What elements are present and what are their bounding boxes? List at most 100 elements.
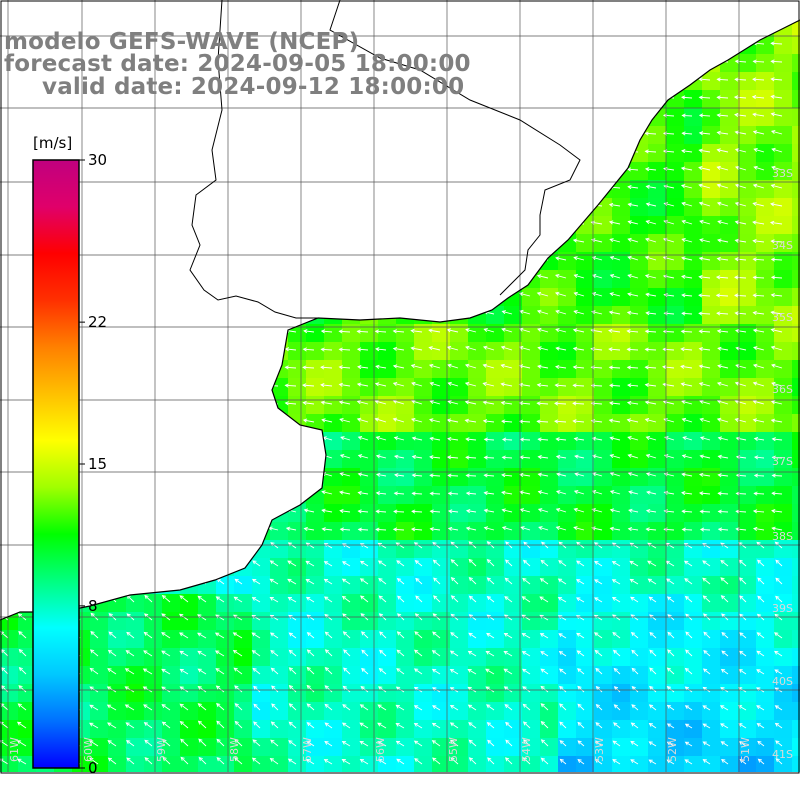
speed-cell	[0, 342, 19, 361]
wind-arrow	[717, 527, 729, 532]
speed-cell	[306, 630, 325, 649]
speed-cell	[450, 0, 469, 19]
speed-cell	[126, 576, 145, 595]
speed-cell	[90, 216, 109, 235]
wind-arrow	[734, 293, 747, 298]
wind-arrow	[559, 703, 567, 711]
speed-cell	[252, 306, 271, 325]
wind-arrow	[86, 293, 99, 298]
wind-arrow	[431, 668, 441, 675]
speed-cell	[540, 432, 559, 451]
speed-cell	[270, 162, 289, 181]
speed-cell	[378, 216, 397, 235]
wind-arrow	[775, 595, 783, 603]
speed-cell	[756, 216, 775, 235]
wind-arrow	[482, 363, 495, 369]
wind-arrow	[630, 740, 639, 747]
speed-cell	[666, 522, 685, 541]
speed-cell	[252, 144, 271, 163]
speed-cell	[378, 270, 397, 289]
wind-arrow	[577, 740, 585, 747]
wind-arrow	[17, 758, 27, 765]
wind-arrow	[87, 220, 99, 225]
speed-cell	[432, 630, 451, 649]
speed-cell	[702, 702, 721, 721]
wind-arrow	[467, 704, 477, 711]
wind-arrow	[429, 130, 441, 135]
speed-cell	[378, 666, 397, 685]
speed-cell	[216, 180, 235, 199]
speed-cell	[342, 270, 361, 289]
wind-arrow	[558, 560, 567, 567]
speed-cell	[342, 486, 361, 505]
wind-arrow	[482, 221, 495, 226]
wind-arrow	[123, 165, 135, 171]
wind-arrow	[306, 649, 315, 657]
wind-arrow	[500, 239, 513, 244]
wind-arrow	[626, 418, 639, 423]
speed-cell	[396, 540, 415, 559]
wind-arrow	[464, 41, 477, 46]
speed-cell	[792, 432, 800, 451]
speed-cell	[252, 414, 271, 433]
speed-cell	[126, 558, 145, 577]
speed-cell	[738, 504, 757, 523]
wind-arrow	[771, 363, 783, 369]
speed-cell	[504, 666, 523, 685]
speed-cell	[432, 144, 451, 163]
speed-cell	[720, 756, 739, 772]
wind-arrow	[410, 238, 423, 243]
speed-cell	[216, 576, 235, 595]
speed-cell	[684, 738, 703, 757]
speed-cell	[630, 90, 649, 109]
wind-arrow	[320, 365, 333, 370]
wind-arrow	[644, 400, 657, 405]
speed-cell	[180, 594, 199, 613]
speed-cell	[396, 756, 415, 772]
wind-arrow	[194, 309, 207, 315]
speed-cell	[540, 468, 559, 487]
speed-cell	[162, 180, 181, 199]
wind-arrow	[734, 311, 747, 316]
speed-cell	[756, 36, 775, 55]
wind-arrow	[428, 363, 441, 369]
wind-arrow	[519, 437, 531, 442]
wind-arrow	[662, 347, 675, 352]
speed-cell	[576, 270, 595, 289]
speed-cell	[468, 20, 487, 37]
speed-cell	[774, 432, 793, 451]
wind-arrow	[591, 292, 603, 297]
wind-arrow	[429, 183, 441, 189]
speed-cell	[756, 270, 775, 289]
wind-arrow	[681, 527, 693, 532]
speed-cell	[594, 504, 613, 523]
wind-arrow	[270, 739, 279, 747]
speed-cell	[396, 324, 415, 343]
speed-cell	[216, 306, 235, 325]
wind-arrow	[609, 454, 621, 459]
wind-arrow	[411, 166, 423, 171]
wind-arrow	[195, 490, 207, 495]
wind-arrow	[752, 22, 765, 28]
wind-arrow	[194, 23, 207, 28]
wind-arrow	[716, 329, 729, 334]
speed-cell	[792, 756, 800, 772]
wind-arrow	[428, 328, 441, 333]
wind-arrow	[681, 238, 693, 243]
wind-arrow	[433, 595, 441, 603]
speed-cell	[234, 216, 253, 235]
wind-arrow	[230, 221, 243, 226]
speed-cell	[630, 720, 649, 739]
wind-arrow	[681, 311, 693, 316]
wind-arrow	[104, 418, 117, 423]
wind-arrow	[378, 668, 387, 675]
wind-arrow	[180, 577, 189, 585]
speed-cell	[612, 90, 631, 109]
wind-arrow	[680, 58, 693, 63]
speed-cell	[558, 630, 577, 649]
speed-cell	[144, 450, 163, 469]
wind-arrow	[104, 275, 117, 280]
wind-arrow	[216, 703, 225, 711]
wind-arrow	[141, 526, 153, 531]
wind-arrow	[143, 704, 153, 711]
